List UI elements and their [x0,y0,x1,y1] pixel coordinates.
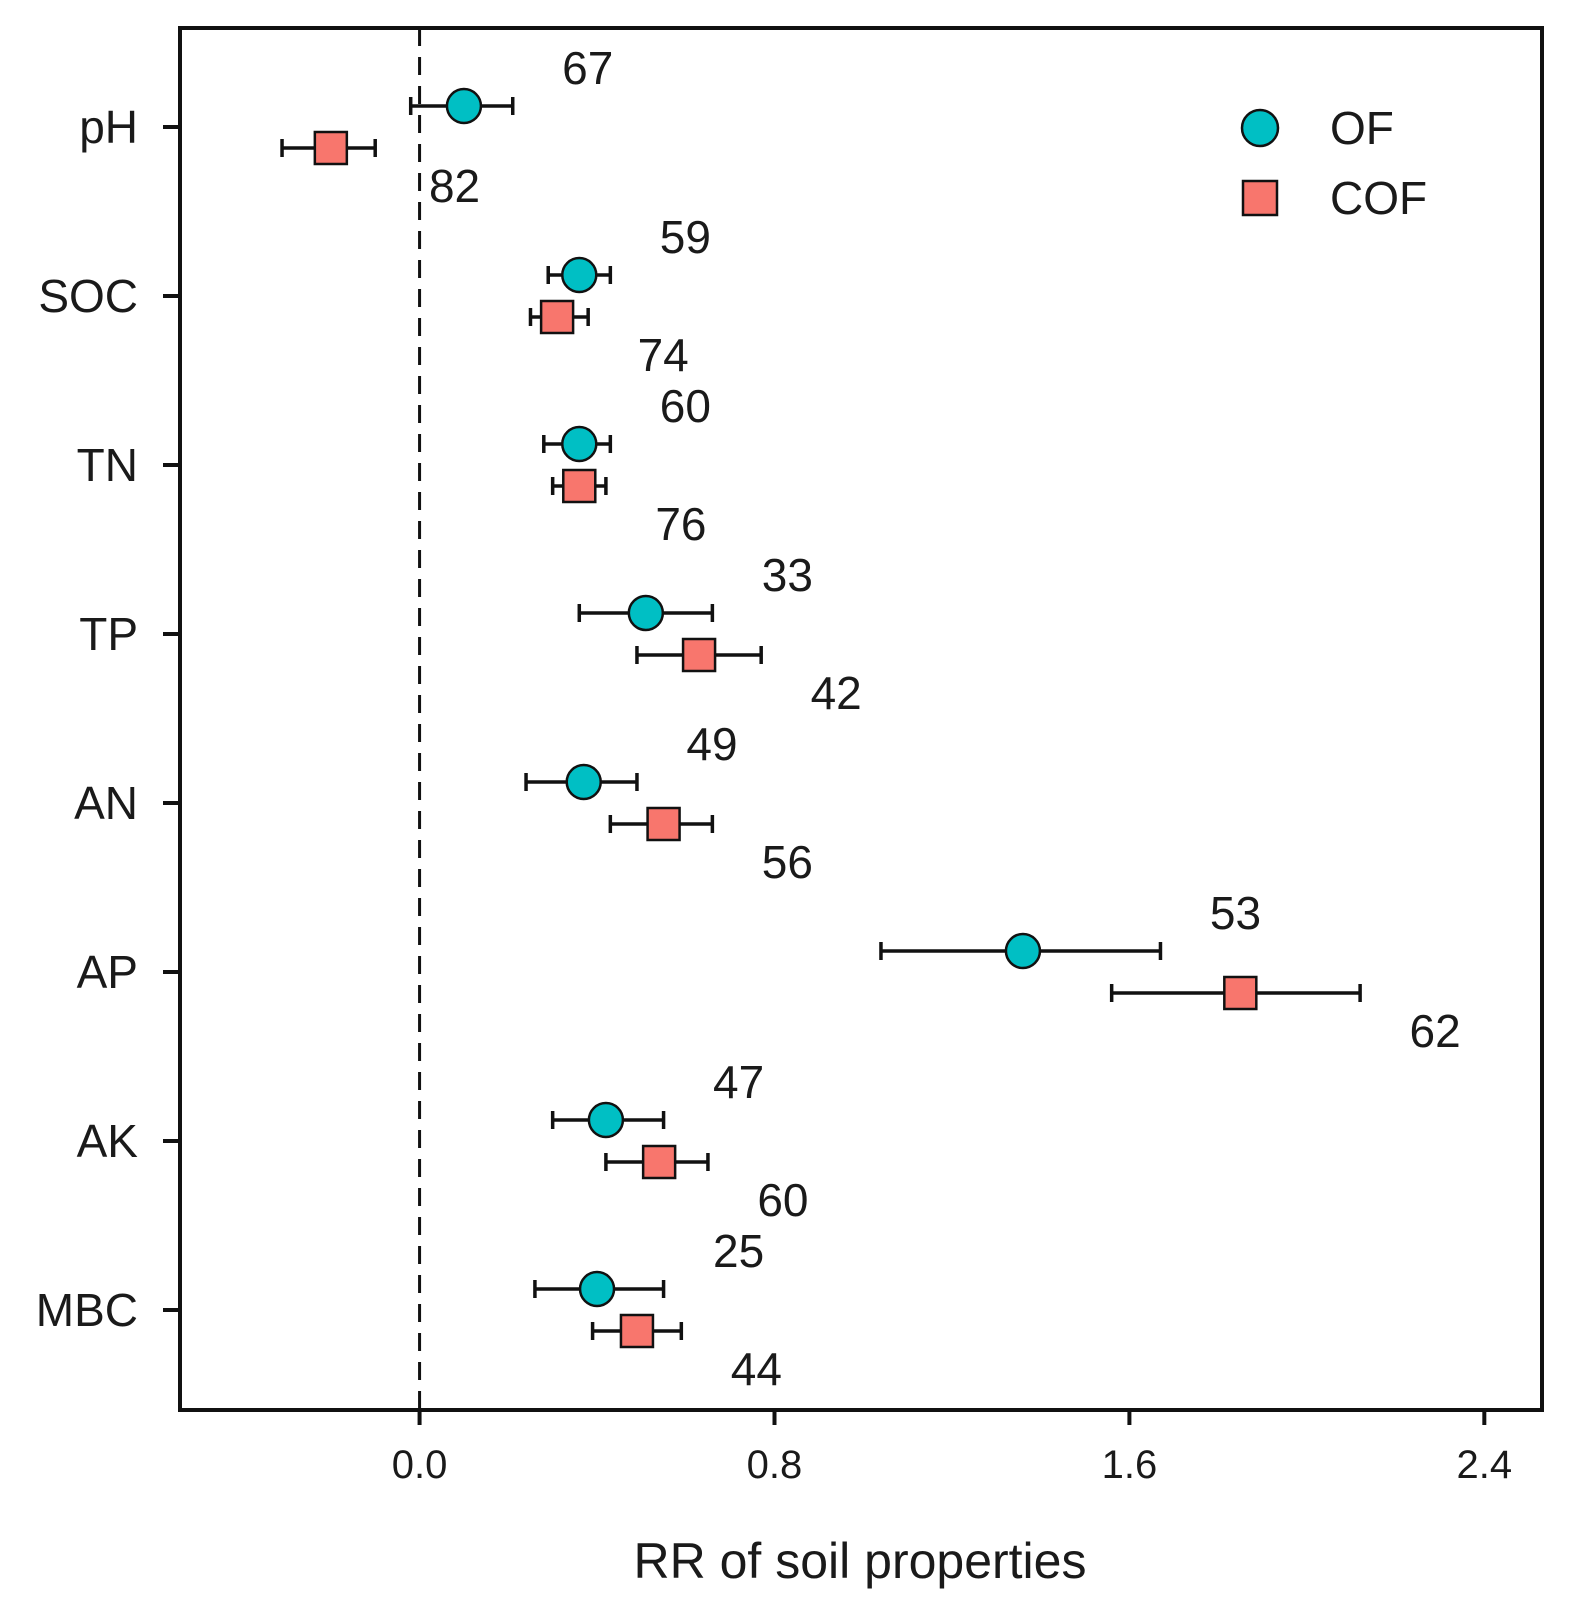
count-label-of: 33 [762,549,813,601]
count-label-of: 60 [660,380,711,432]
point-cof-mbc [619,1313,655,1349]
count-label-of: 25 [713,1225,764,1277]
x-tick-label: 2.4 [1457,1443,1513,1487]
y-tick-label-an: AN [74,777,138,829]
point-of-an [565,763,602,801]
y-tick-label-tp: TP [79,608,138,660]
plot-frame [178,26,1544,1412]
count-label-cof: 56 [762,836,813,888]
point-cof-ap [1223,975,1258,1011]
point-cof-an [646,806,681,842]
count-label-cof: 62 [1410,1005,1461,1057]
legend-key-of [1240,108,1280,148]
point-of-ap [1004,932,1042,970]
point-cof-soc [539,299,575,335]
point-of-ak [587,1101,625,1139]
point-cof-ak [641,1144,677,1180]
x-tick-label: 0.8 [747,1443,803,1487]
legend-label-of: OF [1330,102,1394,154]
legend-key-cof [1241,179,1279,217]
y-tick-label-ak: AK [77,1115,139,1167]
count-label-cof: 76 [655,498,706,550]
count-label-of: 67 [562,42,613,94]
point-of-mbc [578,1270,616,1308]
point-of-tp [627,594,665,632]
count-label-of: 53 [1210,887,1261,939]
legend: OF COF [1240,102,1427,224]
x-tick-label: 0.0 [392,1443,448,1487]
count-label-of: 59 [660,211,711,263]
count-label-cof: 82 [429,160,480,212]
x-axis-title: RR of soil properties [634,1533,1087,1589]
point-cof-tn [562,468,597,504]
plot-layer: 0.0 0.8 1.6 2.4 pH SOC TN TP AN AP AK MBC 67 59 60 33 49… [36,26,1544,1487]
y-tick-label-ap: AP [77,946,138,998]
legend-label-cof: COF [1330,172,1427,224]
y-tick-label-ph: pH [79,101,138,153]
count-label-cof: 42 [811,667,862,719]
point-cof-tp [681,637,717,673]
count-label-cof: 44 [731,1343,782,1395]
count-label-of: 47 [713,1056,764,1108]
count-label-cof: 74 [638,329,689,381]
point-of-ph [445,87,483,125]
x-tick-label: 1.6 [1102,1443,1158,1487]
count-label-of: 49 [686,718,737,770]
count-label-cof: 60 [757,1174,808,1226]
point-of-tn [561,425,598,463]
y-tick-label-mbc: MBC [36,1284,138,1336]
y-tick-label-soc: SOC [38,270,138,322]
point-of-soc [561,256,598,294]
point-cof-ph [313,130,349,166]
y-tick-label-tn: TN [77,439,138,491]
